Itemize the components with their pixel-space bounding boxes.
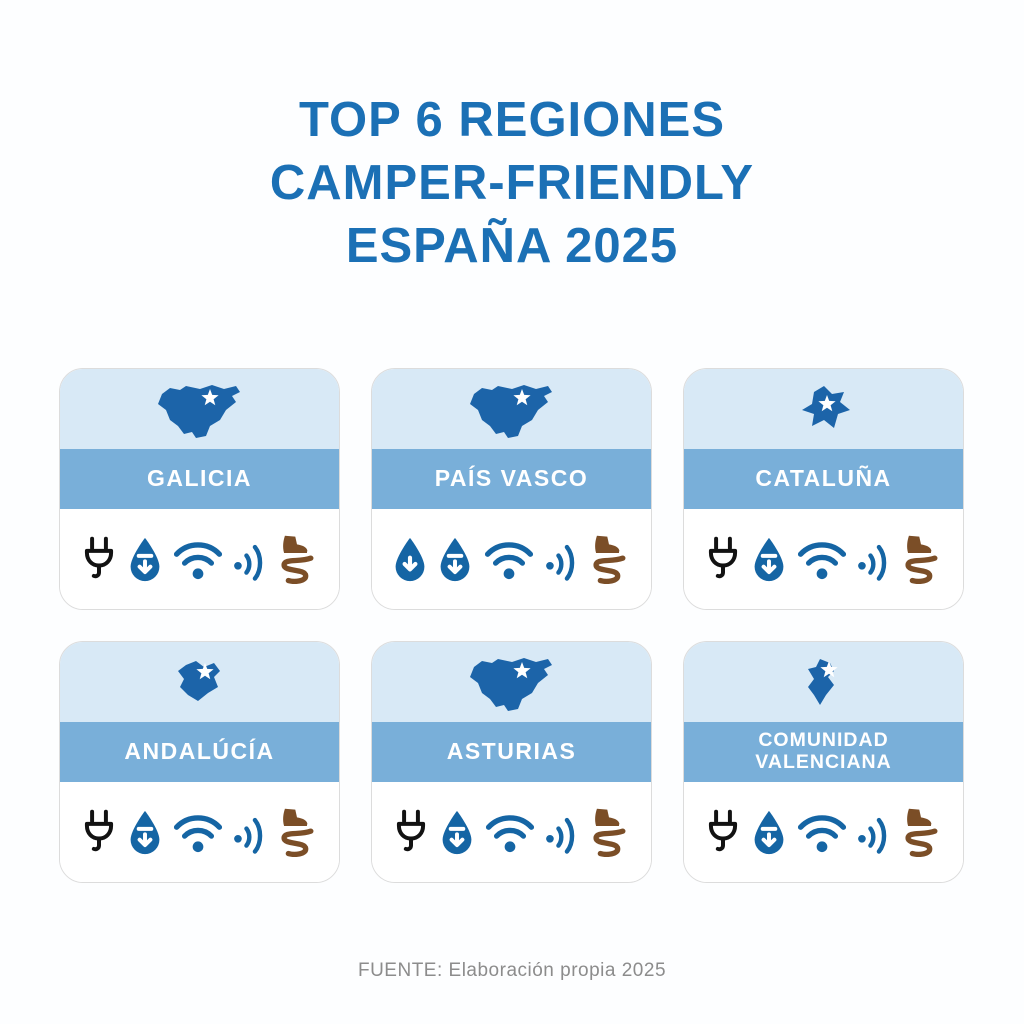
amenity-icons-row <box>372 782 651 882</box>
amenity-icons-row <box>60 782 339 882</box>
cards-grid: GALICIA PAÍS VASCO CATALUÑA ANDALÚCÍA <box>59 368 964 883</box>
amenity-icons-row <box>684 782 963 882</box>
region-map-icon <box>148 380 252 446</box>
plug-icon <box>80 536 118 583</box>
title-line-1: TOP 6 REGIONES <box>298 92 726 147</box>
wifi-icon <box>796 539 848 580</box>
plug-icon <box>704 809 742 856</box>
amenity-icons-row <box>60 509 339 609</box>
region-name: COMUNIDAD VALENCIANA <box>755 729 892 773</box>
hiking-trail-icon <box>587 807 631 857</box>
region-name-band: PAÍS VASCO <box>372 449 651 509</box>
water-fill-drop-icon <box>439 809 475 856</box>
signal-icon <box>232 537 266 581</box>
signal-icon <box>856 537 890 581</box>
source-note: FUENTE: Elaboración propia 2025 <box>357 960 667 981</box>
water-fill-drop-icon <box>127 536 163 583</box>
region-map-panel <box>60 369 339 449</box>
region-name: PAÍS VASCO <box>434 465 589 492</box>
water-fill-drop-icon <box>751 809 787 856</box>
region-map-icon <box>460 653 564 719</box>
plug-icon <box>704 536 742 583</box>
water-drop-icon <box>392 536 428 583</box>
region-name: CATALUÑA <box>755 465 892 492</box>
page-title: TOP 6 REGIONES CAMPER-FRIENDLY ESPAÑA 20… <box>0 89 1024 278</box>
region-card-cataluna: CATALUÑA <box>683 368 964 610</box>
signal-icon <box>856 810 890 854</box>
hiking-trail-icon <box>899 807 943 857</box>
water-fill-drop-icon <box>437 536 473 583</box>
plug-icon <box>392 809 430 856</box>
region-card-andalucia: ANDALÚCÍA <box>59 641 340 883</box>
hiking-trail-icon <box>587 534 631 584</box>
hiking-trail-icon <box>275 534 319 584</box>
region-map-icon <box>460 380 564 446</box>
region-map-panel <box>60 642 339 722</box>
region-name: ANDALÚCÍA <box>124 738 275 765</box>
title-line-2: CAMPER-FRIENDLY <box>269 155 755 210</box>
region-map-icon <box>772 653 876 719</box>
wifi-icon <box>796 812 848 853</box>
water-fill-drop-icon <box>751 536 787 583</box>
region-card-comunidad-valenciana: COMUNIDAD VALENCIANA <box>683 641 964 883</box>
region-map-panel <box>684 369 963 449</box>
wifi-icon <box>484 812 536 853</box>
signal-icon <box>544 810 578 854</box>
signal-icon <box>544 537 578 581</box>
region-name-band: ASTURIAS <box>372 722 651 782</box>
region-map-panel <box>372 642 651 722</box>
title-line-3: ESPAÑA 2025 <box>345 218 679 273</box>
wifi-icon <box>172 812 224 853</box>
region-map-icon <box>772 380 876 446</box>
region-name-band: ANDALÚCÍA <box>60 722 339 782</box>
region-map-icon <box>148 653 252 719</box>
hiking-trail-icon <box>275 807 319 857</box>
region-name-band: CATALUÑA <box>684 449 963 509</box>
region-card-asturias: ASTURIAS <box>371 641 652 883</box>
region-card-pais-vasco: PAÍS VASCO <box>371 368 652 610</box>
signal-icon <box>232 810 266 854</box>
region-map-panel <box>684 642 963 722</box>
region-name-band: COMUNIDAD VALENCIANA <box>684 722 963 782</box>
region-card-galicia: GALICIA <box>59 368 340 610</box>
plug-icon <box>80 809 118 856</box>
region-name: ASTURIAS <box>446 738 577 765</box>
amenity-icons-row <box>684 509 963 609</box>
region-map-panel <box>372 369 651 449</box>
amenity-icons-row <box>372 509 651 609</box>
wifi-icon <box>172 539 224 580</box>
region-name-band: GALICIA <box>60 449 339 509</box>
wifi-icon <box>483 539 535 580</box>
region-name: GALICIA <box>146 465 253 492</box>
hiking-trail-icon <box>899 534 943 584</box>
water-fill-drop-icon <box>127 809 163 856</box>
